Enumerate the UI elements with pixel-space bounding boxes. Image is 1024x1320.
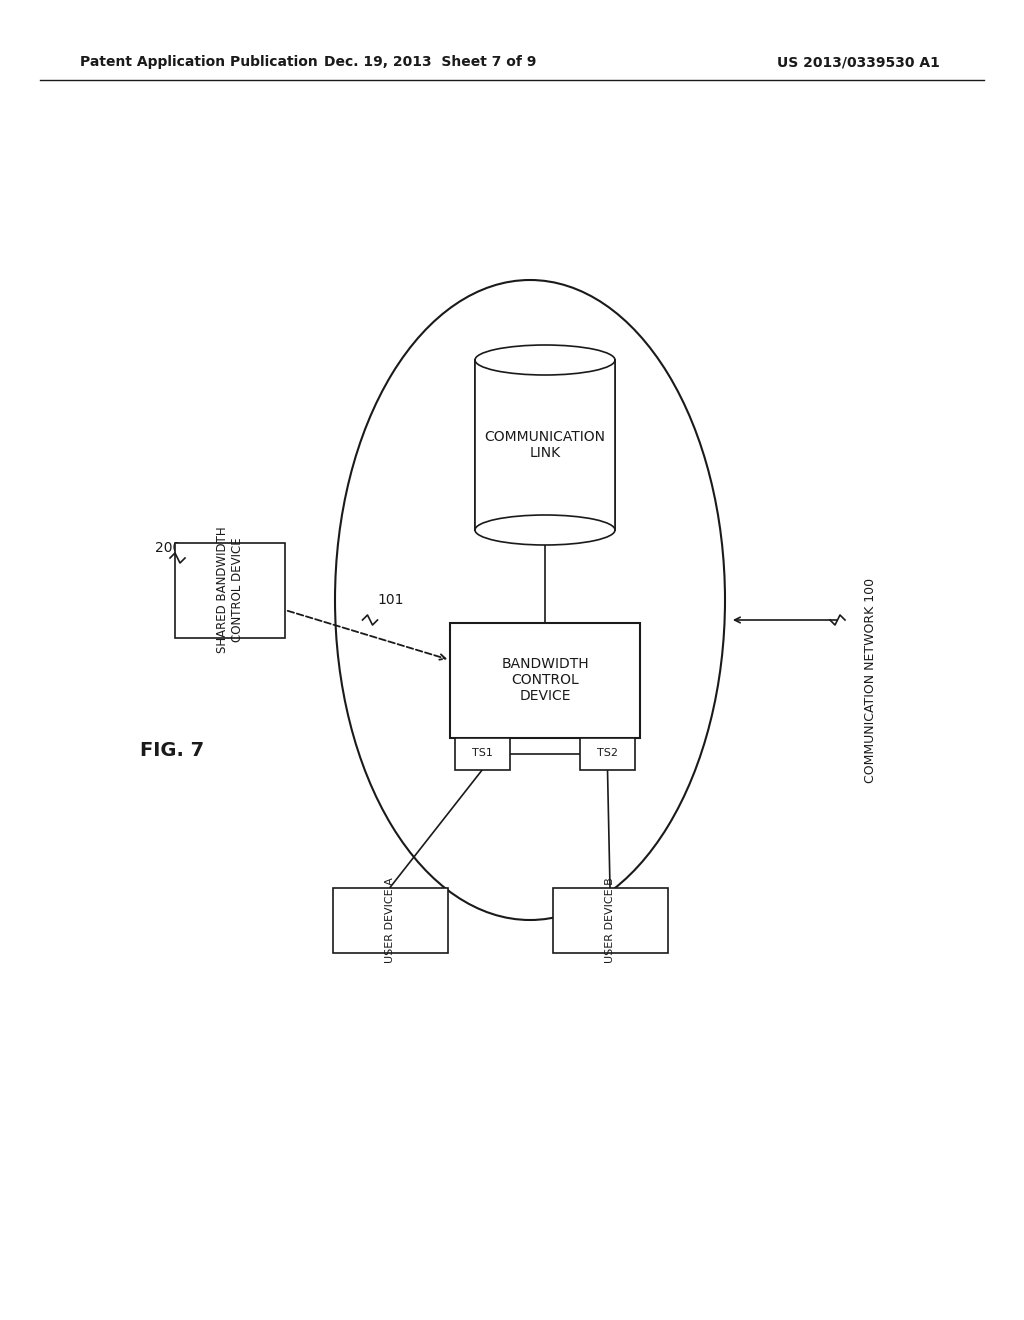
- Text: COMMUNICATION NETWORK 100: COMMUNICATION NETWORK 100: [863, 577, 877, 783]
- FancyBboxPatch shape: [455, 738, 510, 770]
- Ellipse shape: [475, 345, 615, 375]
- Text: SHARED BANDWIDTH
CONTROL DEVICE: SHARED BANDWIDTH CONTROL DEVICE: [216, 527, 244, 653]
- Text: US 2013/0339530 A1: US 2013/0339530 A1: [777, 55, 940, 69]
- Ellipse shape: [475, 515, 615, 545]
- Text: COMMUNICATION
LINK: COMMUNICATION LINK: [484, 430, 605, 461]
- Text: 200: 200: [155, 541, 181, 554]
- FancyBboxPatch shape: [333, 887, 447, 953]
- FancyBboxPatch shape: [175, 543, 285, 638]
- FancyBboxPatch shape: [580, 738, 635, 770]
- Text: TS1: TS1: [472, 748, 493, 759]
- Text: 101: 101: [378, 593, 404, 607]
- Text: USER DEVICE A: USER DEVICE A: [385, 876, 395, 962]
- Text: Patent Application Publication: Patent Application Publication: [80, 55, 317, 69]
- FancyBboxPatch shape: [475, 360, 615, 531]
- Text: BANDWIDTH
CONTROL
DEVICE: BANDWIDTH CONTROL DEVICE: [501, 657, 589, 704]
- Text: Dec. 19, 2013  Sheet 7 of 9: Dec. 19, 2013 Sheet 7 of 9: [324, 55, 537, 69]
- Text: USER DEVICE B: USER DEVICE B: [605, 876, 615, 962]
- Text: TS2: TS2: [597, 748, 618, 759]
- Text: FIG. 7: FIG. 7: [140, 741, 204, 759]
- FancyBboxPatch shape: [553, 887, 668, 953]
- FancyBboxPatch shape: [450, 623, 640, 738]
